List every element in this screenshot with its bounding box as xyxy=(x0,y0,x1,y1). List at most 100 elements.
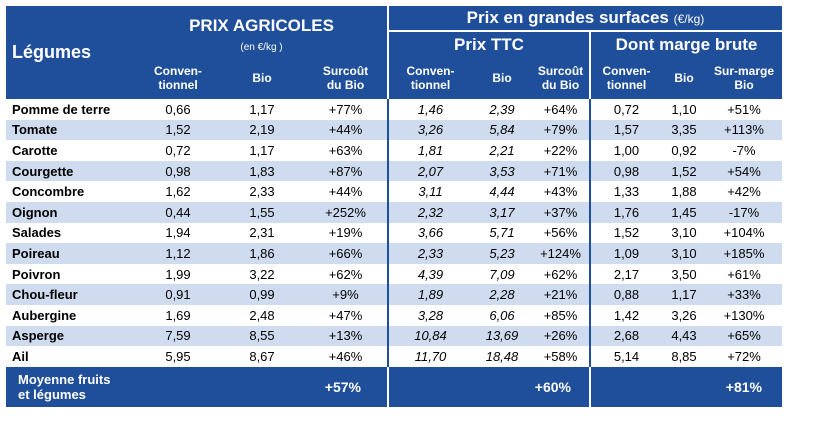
cell-agri-bio: 1,83 xyxy=(220,160,304,182)
cell-marge-surmarge: +113% xyxy=(706,119,782,141)
cell-ttc-conventionnel: 2,33 xyxy=(388,243,472,264)
cell-ttc-surcout: +43% xyxy=(532,181,591,202)
cell-agri-conventionnel: 5,95 xyxy=(165,348,191,364)
cell-ttc-bio: 6,06 xyxy=(489,307,515,323)
table-row: Carotte 0,72 1,17 +63% 1,81 2,21 +22% 1,00 0,92 -… xyxy=(6,140,782,161)
cell-marge-bio: 4,43 xyxy=(662,325,706,347)
cell-ttc-surcout: +21% xyxy=(532,284,591,305)
cell-ttc-conventionnel: 1,46 xyxy=(417,101,444,117)
table-row: Poireau 1,12 1,86 +66% 2,33 5,23 +124% 1,09 3,10… xyxy=(6,243,782,264)
footer-label: Moyenne fruits et légumes xyxy=(6,366,136,407)
grandes-surfaces-unit: (€/kg) xyxy=(673,12,705,26)
grandes-surfaces-title: Prix en grandes surfaces xyxy=(466,8,669,27)
cell-marge-surmarge: +130% xyxy=(723,307,765,323)
cell-marge-bio: 3,26 xyxy=(671,307,697,323)
table-row: Aubergine 1,69 2,48 +47% 3,28 6,06 +85% 1,42 3,2… xyxy=(6,304,782,326)
table-row: Tomate 1,52 2,19 +44% 3,26 5,84 +79% 1,57 3,35 +1… xyxy=(6,119,782,141)
cell-marge-bio: 3,10 xyxy=(671,225,697,241)
cell-ttc-surcout: +62% xyxy=(532,263,591,285)
table-row: Concombre 1,62 2,33 +44% 3,11 4,44 +43% 1,33 1,8… xyxy=(6,181,782,202)
cell-agri-surcout: +13% xyxy=(304,325,389,347)
cell-agri-surcout: +87% xyxy=(304,160,389,182)
cell-marge-conventionnel: 2,17 xyxy=(613,266,640,282)
cell-marge-surmarge: +33% xyxy=(706,284,782,305)
table-row: Oignon 0,44 1,55 +252% 2,32 3,17 +37% 1,76 1,45-… xyxy=(6,201,782,223)
cell-agri-bio: 1,55 xyxy=(220,201,304,223)
cell-agri-surcout: +46% xyxy=(304,346,389,367)
cell-marge-surmarge: +42% xyxy=(727,184,761,200)
cell-agri-conventionnel: 1,12 xyxy=(136,243,220,264)
cell-ttc-surcout: +22% xyxy=(532,140,591,161)
cell-marge-conventionnel: 2,68 xyxy=(590,325,662,347)
cell-marge-surmarge: +61% xyxy=(727,266,761,282)
col-ttc-conventionnel: Conven-tionnel xyxy=(387,57,472,99)
header-prix-agricoles: PRIX AGRICOLES (en €/kg ) xyxy=(136,6,388,57)
cell-marge-conventionnel: 0,72 xyxy=(613,101,640,117)
row-legume-name: Aubergine xyxy=(12,307,77,323)
row-legume-name: Poivron xyxy=(12,266,61,282)
cell-agri-conventionnel: 0,91 xyxy=(136,284,220,305)
table-body: Pomme de terre 0,66 1,17 +77% 1,46 2,39 +64% 0,… xyxy=(6,99,782,367)
row-legume-name: Concombre xyxy=(12,184,85,200)
header-prix-ttc: Prix TTC xyxy=(387,31,590,57)
cell-agri-conventionnel: 1,94 xyxy=(165,225,191,241)
cell-agri-conventionnel: 7,59 xyxy=(136,325,220,347)
cell-agri-bio: 0,99 xyxy=(220,284,304,305)
col-agri-surcout: Surcoût du Bio xyxy=(304,57,388,99)
cell-marge-bio: 1,88 xyxy=(671,184,697,200)
cell-marge-conventionnel: 1,76 xyxy=(590,201,662,223)
row-legume-name: Asperge xyxy=(6,325,136,347)
col-agri-bio: Bio xyxy=(220,57,304,99)
cell-ttc-conventionnel: 10,84 xyxy=(388,325,472,347)
cell-agri-bio: 2,33 xyxy=(249,184,275,200)
cell-agri-bio: 1,17 xyxy=(249,142,275,158)
cell-marge-conventionnel: 1,52 xyxy=(613,225,640,241)
row-legume-name: Ail xyxy=(12,348,29,364)
row-legume-name: Poireau xyxy=(6,243,136,264)
cell-agri-bio: 8,67 xyxy=(249,348,275,364)
col-ttc-surcout: Surcoût du Bio xyxy=(532,57,590,99)
cell-agri-surcout: +77% xyxy=(304,99,389,120)
cell-marge-surmarge: +51% xyxy=(727,101,761,117)
cell-ttc-surcout: +71% xyxy=(532,160,591,182)
cell-marge-surmarge: +72% xyxy=(727,348,761,364)
table-row: Ail 5,95 8,67 +46% 11,70 18,48 +58% 5,14 8,85 +72… xyxy=(6,346,782,367)
cell-ttc-conventionnel: 1,81 xyxy=(417,142,444,158)
cell-marge-conventionnel: 1,57 xyxy=(590,119,662,141)
cell-agri-conventionnel: 1,99 xyxy=(165,266,191,282)
table-row: Courgette 0,98 1,83 +87% 2,07 3,53 +71% 0,98 1,5… xyxy=(6,160,782,182)
cell-agri-surcout: +252% xyxy=(304,201,389,223)
cell-ttc-conventionnel: 1,89 xyxy=(388,284,472,305)
cell-marge-bio: 3,50 xyxy=(671,266,697,282)
header-grandes-surfaces: Prix en grandes surfaces (€/kg) xyxy=(387,6,782,32)
table-row: Salades 1,94 2,31 +19% 3,66 5,71 +56% 1,52 3,10 +… xyxy=(6,222,782,244)
table-row: Poivron 1,99 3,22 +62% 4,39 7,09 +62% 2,17 3,50 +… xyxy=(6,263,782,285)
cell-agri-surcout: +63% xyxy=(304,140,389,161)
price-comparison-table: Légumes PRIX AGRICOLES (en €/kg ) Prix e… xyxy=(6,6,782,407)
row-legume-name: Chou-fleur xyxy=(6,284,136,305)
cell-agri-conventionnel: 0,72 xyxy=(165,142,191,158)
cell-ttc-bio: 5,71 xyxy=(489,225,515,241)
cell-ttc-bio: 2,21 xyxy=(489,142,515,158)
cell-agri-bio: 1,17 xyxy=(249,101,275,117)
cell-ttc-bio: 2,39 xyxy=(489,101,515,117)
col-marge-surmarge: Sur-marge Bio xyxy=(706,57,782,99)
row-legume-name: Tomate xyxy=(6,119,136,141)
cell-ttc-conventionnel: 3,26 xyxy=(388,119,472,141)
cell-ttc-surcout: +79% xyxy=(532,119,591,141)
prix-agricoles-unit: (en €/kg ) xyxy=(240,42,283,53)
cell-marge-bio: 0,92 xyxy=(671,142,697,158)
footer-row: Moyenne fruits et légumes +57% +60% +81% xyxy=(6,366,782,407)
cell-agri-surcout: +66% xyxy=(304,243,389,264)
table-row: Pomme de terre 0,66 1,17 +77% 1,46 2,39 +64% 0,… xyxy=(6,99,782,120)
cell-agri-conventionnel: 0,98 xyxy=(136,160,220,182)
cell-ttc-surcout: +85% xyxy=(532,304,591,326)
cell-agri-bio: 1,86 xyxy=(220,243,304,264)
col-marge-bio: Bio xyxy=(662,57,706,99)
cell-ttc-surcout: +37% xyxy=(532,201,591,223)
footer-marge-surmarge: +81% xyxy=(589,366,782,407)
cell-agri-surcout: +44% xyxy=(304,119,389,141)
cell-ttc-conventionnel: 2,07 xyxy=(388,160,472,182)
cell-ttc-bio: 7,09 xyxy=(489,266,515,282)
cell-marge-conventionnel: 0,98 xyxy=(590,160,662,182)
